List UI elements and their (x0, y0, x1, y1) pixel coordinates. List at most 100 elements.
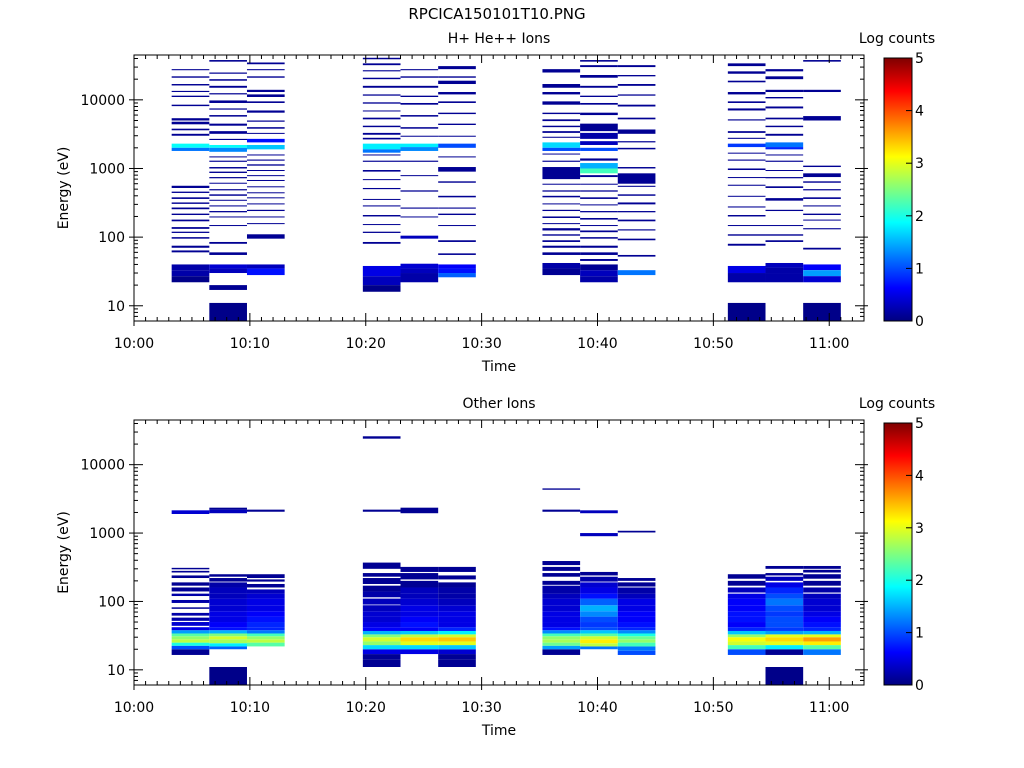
heatmap-cell (617, 229, 656, 231)
heatmap-cell (727, 215, 766, 217)
heatmap-cell (362, 125, 401, 128)
heatmap-cell (617, 65, 656, 68)
heatmap-cell (542, 131, 581, 133)
heatmap-cell (171, 622, 210, 626)
colorbar-gradient (883, 57, 913, 322)
figure-title: RPCICA150101T10.PNG (408, 5, 585, 23)
heatmap-cell (727, 137, 766, 139)
heatmap-cell (803, 637, 841, 642)
heatmap-cell (580, 175, 618, 178)
heatmap-cell (400, 580, 439, 588)
heatmap-cell (803, 219, 841, 221)
heatmap-cell (246, 76, 285, 78)
heatmap-cell (171, 69, 210, 71)
heatmap-cell (542, 645, 581, 650)
heatmap-cell (209, 108, 247, 110)
heatmap-cell (209, 216, 247, 218)
heatmap-cell (727, 195, 766, 197)
heatmap-cell (765, 160, 804, 162)
heatmap-cell (438, 76, 476, 78)
heatmap-cell (209, 593, 247, 599)
heatmap-cell (438, 605, 476, 612)
x-axis-label: Time (481, 723, 516, 739)
y-tick-label: 10000 (80, 93, 125, 109)
heatmap-cell (171, 264, 210, 271)
heatmap-cell (246, 62, 285, 65)
heatmap-cell (580, 75, 618, 78)
heatmap-cell (171, 76, 210, 78)
heatmap-cell (209, 302, 247, 321)
x-tick-label: 10:10 (230, 336, 270, 352)
heatmap-cell (580, 132, 618, 139)
heatmap-cell (542, 585, 581, 594)
colorbar-tick-label: 3 (915, 521, 924, 537)
heatmap-cell (209, 211, 247, 213)
heatmap-cell (171, 250, 210, 253)
y-tick-label: 1000 (89, 526, 125, 542)
heatmap-cell (171, 575, 210, 579)
heatmap-cell (438, 622, 476, 628)
heatmap-cell (209, 194, 247, 196)
heatmap-cell (617, 587, 656, 594)
heatmap-cell (617, 605, 656, 612)
heatmap-cell (246, 159, 285, 161)
heatmap-cell (727, 630, 766, 635)
heatmap-cell (246, 642, 285, 647)
heatmap-cell (438, 659, 476, 667)
heatmap-cell (438, 587, 476, 594)
heatmap-cell (617, 646, 656, 651)
heatmap-cell (362, 622, 401, 628)
heatmap-cell (617, 129, 656, 134)
heatmap-cell (171, 270, 210, 277)
heatmap-cell (727, 622, 766, 628)
heatmap-cell (765, 262, 804, 268)
colorbar-tick-label: 2 (915, 209, 924, 225)
heatmap-cell (542, 195, 581, 198)
heatmap-cell (171, 607, 210, 609)
heatmap-cell (803, 60, 841, 62)
heatmap-cell (580, 230, 618, 233)
heatmap-cell (246, 110, 285, 113)
heatmap-cell (580, 141, 618, 145)
heatmap-cell (765, 76, 804, 80)
heatmap-cell (362, 659, 401, 667)
heatmap-cell (542, 611, 581, 617)
heatmap-cell (727, 587, 766, 593)
heatmap-cell (171, 128, 210, 131)
heatmap-cell (209, 85, 247, 88)
colorbar-tick-label: 4 (915, 104, 924, 120)
heatmap-cell (542, 216, 581, 218)
x-tick-label: 10:30 (461, 336, 501, 352)
colorbar-tick-label: 1 (915, 261, 924, 277)
heatmap-cell (171, 612, 210, 616)
heatmap-cell (580, 123, 618, 132)
heatmap-cell (246, 234, 285, 239)
heatmap-cell (400, 95, 439, 97)
heatmap-cell (171, 642, 210, 646)
heatmap-cell (171, 90, 210, 93)
heatmap-cell (362, 117, 401, 120)
heatmap-cell (617, 578, 656, 581)
colorbar-tick-label: 4 (915, 468, 924, 484)
heatmap-cell (542, 252, 581, 255)
heatmap-cell (400, 630, 439, 635)
heatmap-cell (438, 264, 476, 269)
heatmap-cell (362, 137, 401, 140)
heatmap-cell (400, 235, 439, 239)
heatmap-cell (246, 127, 285, 129)
x-tick-label: 10:30 (461, 700, 501, 716)
heatmap-cell (542, 183, 581, 185)
heatmap-cell (362, 649, 401, 655)
heatmap-cell (542, 649, 581, 655)
heatmap-cell (542, 240, 581, 242)
heatmap-cell (617, 598, 656, 606)
heatmap-cell (727, 92, 766, 95)
heatmap-cell (542, 633, 581, 637)
heatmap-cell (803, 598, 841, 606)
heatmap-cell (542, 142, 581, 148)
heatmap-cell (580, 633, 618, 637)
heatmap-cell (580, 264, 618, 271)
heatmap-cell (542, 69, 581, 73)
heatmap-cell (246, 574, 285, 579)
